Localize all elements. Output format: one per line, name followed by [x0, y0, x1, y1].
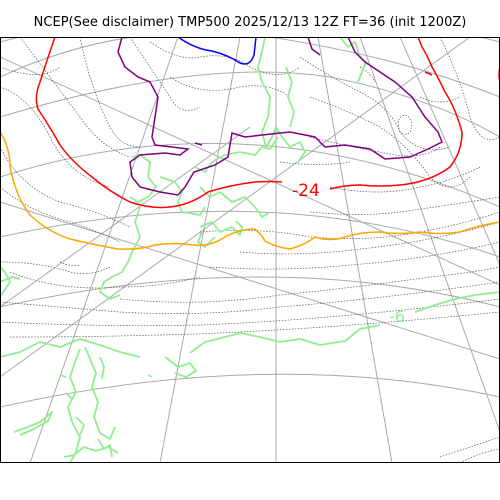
- coastline-segment: [84, 346, 116, 440]
- latitude-line: [0, 37, 500, 98]
- coastline-segment: [75, 416, 85, 436]
- background-isotherms: [0, 37, 500, 463]
- coastline-segment: [285, 66, 295, 128]
- coastline: [0, 37, 500, 463]
- isotherm-line: [0, 186, 121, 243]
- isotherm-line: [129, 37, 201, 111]
- isotherm-line: [199, 211, 500, 240]
- isotherm-line: [309, 196, 500, 215]
- coastline-segment: [147, 374, 153, 378]
- isotherm-line: [329, 166, 481, 193]
- isotherm-minus30: [117, 37, 443, 196]
- isotherm-line: [419, 96, 461, 103]
- isotherm-line: [239, 221, 500, 255]
- meridian-lines: [0, 37, 500, 463]
- meridian-line: [0, 56, 500, 286]
- isotherm-line: [79, 37, 141, 148]
- map-frame: [0, 37, 500, 463]
- coastline-segment: [99, 356, 105, 380]
- isotherm-minus30-segment: [117, 37, 443, 196]
- latitude-line: [0, 373, 500, 408]
- coastline-segment: [99, 206, 141, 300]
- isotherm-line: [0, 86, 111, 188]
- latitude-lines: [0, 37, 500, 408]
- isotherm-line: [299, 56, 451, 151]
- meridian-line: [0, 126, 251, 308]
- isotherm-minus24-segment: [35, 37, 283, 209]
- isotherm-minus24-segment: [329, 37, 463, 190]
- isotherm-line: [169, 76, 291, 98]
- map-title: NCEP(See disclaimer) TMP500 2025/12/13 1…: [33, 15, 467, 30]
- coastline-segment: [13, 411, 53, 436]
- contour-label-minus6: -6: [389, 307, 405, 326]
- isotherm-line: [0, 281, 500, 315]
- isotherm-line: [439, 37, 500, 140]
- isotherm-minus30-segment: [194, 142, 203, 146]
- coastline-segment: [0, 276, 21, 283]
- isotherm-line: [59, 261, 81, 266]
- latitude-line: [0, 276, 500, 308]
- coastline-segment: [257, 37, 306, 163]
- isotherm-minus30-segment: [307, 37, 321, 56]
- coastline-segment: [159, 176, 206, 216]
- isotherm-line: [0, 298, 500, 326]
- coastline-segment: [194, 136, 279, 173]
- coastline-segment: [414, 291, 500, 313]
- coastline-segment: [129, 154, 157, 203]
- coastline-segment: [0, 266, 11, 298]
- coastline-segment: [67, 348, 81, 463]
- meridian-line: [317, 37, 393, 463]
- isotherm-minus24-segment: [424, 71, 433, 76]
- coastline-segment: [199, 186, 271, 218]
- contour-label-minus24: -24: [292, 181, 320, 201]
- meridian-line: [359, 37, 500, 433]
- isotherm-line: [0, 146, 131, 228]
- isotherm-line: [309, 136, 441, 157]
- coastline-segment: [63, 446, 119, 458]
- isotherm-line: [9, 311, 500, 338]
- isotherm-line: [309, 96, 471, 188]
- isotherm-line: [0, 261, 111, 274]
- coastline-segment: [65, 392, 73, 400]
- meridian-line: [399, 37, 500, 266]
- isotherm-line: [398, 114, 412, 135]
- meridian-line: [29, 37, 179, 463]
- meridian-line: [159, 37, 241, 463]
- latitude-line: [0, 71, 500, 138]
- latitude-line: [0, 142, 500, 208]
- isotherm-line: [149, 41, 301, 75]
- isotherm-minus18: [0, 131, 500, 250]
- meridian-line: [0, 37, 471, 378]
- isotherm-line: [0, 66, 61, 75]
- isotherm-line: [9, 271, 201, 289]
- isotherm-line: [279, 161, 351, 165]
- meridian-line: [0, 201, 500, 360]
- isotherm-line: [19, 37, 131, 158]
- temperature-map: -24 -6: [0, 37, 500, 463]
- isotherm-line: [439, 436, 500, 458]
- coastline-segment: [189, 324, 381, 354]
- isotherm-minus36: [177, 37, 257, 65]
- latitude-line: [0, 210, 500, 258]
- coastline-segment: [59, 374, 67, 378]
- isotherm-line: [459, 448, 500, 463]
- coastline-segment: [199, 220, 243, 236]
- coastline-segment: [164, 356, 197, 378]
- coastline-segment: [0, 338, 141, 358]
